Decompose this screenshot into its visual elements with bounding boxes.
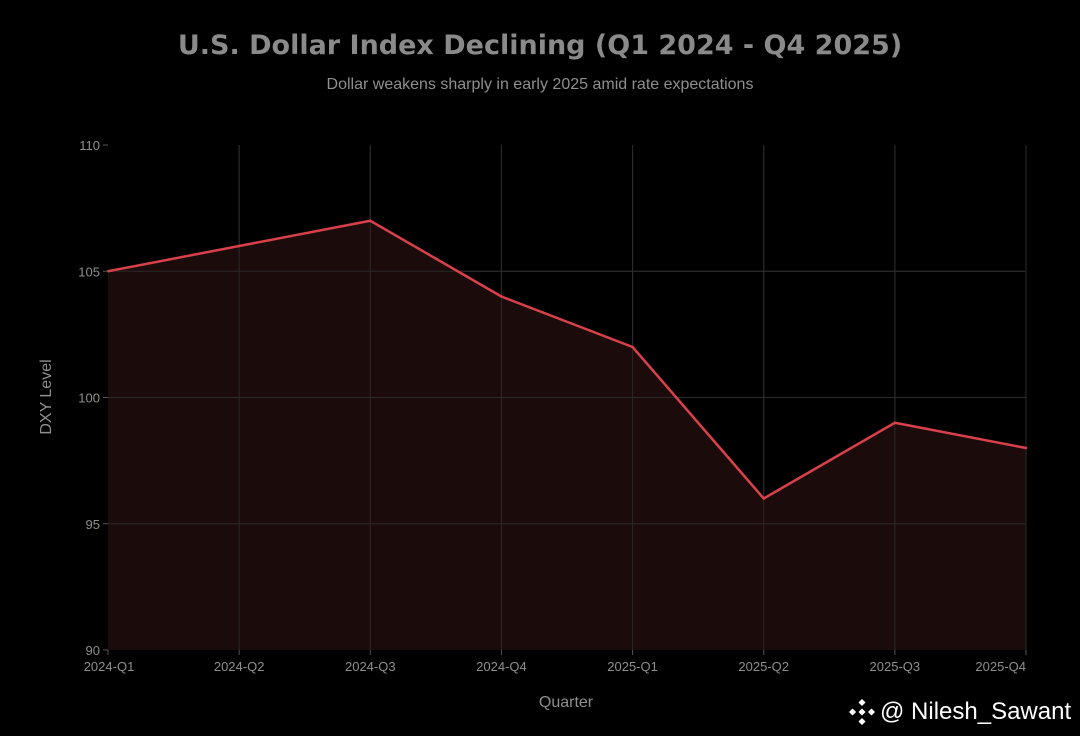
data-point xyxy=(1024,446,1028,450)
marks-layer xyxy=(106,219,1028,500)
data-point xyxy=(500,295,503,298)
data-point xyxy=(237,244,241,248)
y-tick-label: 100 xyxy=(78,391,100,406)
y-tick-label: 95 xyxy=(86,517,100,532)
chart-title: U.S. Dollar Index Declining (Q1 2024 - Q… xyxy=(177,30,903,61)
watermark: @ Nilesh_Sawant xyxy=(848,696,1074,728)
y-tick-label: 105 xyxy=(78,264,100,279)
x-tick-label: 2025-Q3 xyxy=(870,659,921,674)
data-point xyxy=(631,345,634,349)
grid-overlay xyxy=(108,145,1027,650)
data-point xyxy=(369,219,372,222)
binance-diamond-icon xyxy=(848,698,876,726)
y-axis-label: DXY Level xyxy=(38,359,55,434)
x-tick-label: 2024-Q3 xyxy=(345,659,396,674)
x-tick-label: 2025-Q4 xyxy=(975,659,1026,674)
data-point xyxy=(762,497,765,500)
x-tick-label: 2025-Q2 xyxy=(738,659,789,674)
x-tick-label: 2024-Q1 xyxy=(84,659,135,674)
y-tick-label: 90 xyxy=(86,643,100,658)
x-tick-label: 2024-Q4 xyxy=(476,659,527,674)
y-tick-label: 110 xyxy=(79,138,100,153)
axis-layer: 90 95 100 105 110 2024-Q1 2024-Q2 2024-Q3 2024-Q… xyxy=(78,138,1027,674)
watermark-text: @ Nilesh_Sawant xyxy=(880,698,1072,725)
data-point xyxy=(893,421,897,424)
series-line xyxy=(107,219,1027,500)
chart-subtitle: Dollar weakens sharply in early 2025 ami… xyxy=(326,76,754,93)
x-tick-label: 2024-Q2 xyxy=(214,659,265,674)
x-tick-label: 2025-Q1 xyxy=(607,659,658,674)
x-axis-label: Quarter xyxy=(539,694,594,711)
area-fill xyxy=(108,220,1026,650)
